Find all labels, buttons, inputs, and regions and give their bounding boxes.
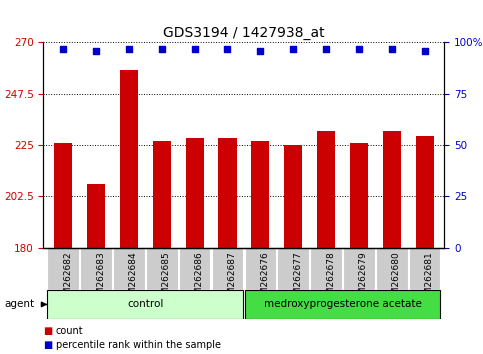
Point [158,46,166,51]
Point [125,46,133,51]
Text: GSM262678: GSM262678 [326,251,335,306]
Bar [54,143,72,248]
Bar [113,248,145,290]
Point [355,46,363,51]
Text: agent: agent [5,299,35,309]
Text: ■: ■ [43,340,53,350]
Text: count: count [56,326,83,336]
Bar [146,248,178,290]
Text: GSM262683: GSM262683 [96,251,105,306]
Text: GSM262677: GSM262677 [293,251,302,306]
Bar [212,248,243,290]
Text: GSM262679: GSM262679 [359,251,368,306]
Text: medroxyprogesterone acetate: medroxyprogesterone acetate [264,299,422,309]
Text: ■: ■ [43,326,53,336]
Bar [244,290,440,319]
Text: GSM262684: GSM262684 [129,251,138,306]
Point [322,46,330,51]
Text: control: control [127,299,164,309]
Bar [80,248,112,290]
Text: percentile rank within the sample: percentile rank within the sample [56,340,221,350]
Bar [383,131,401,248]
Bar [415,136,434,248]
Bar [87,184,105,248]
Bar [47,248,79,290]
Bar [244,248,276,290]
Bar [350,143,368,248]
Title: GDS3194 / 1427938_at: GDS3194 / 1427938_at [163,26,325,40]
Text: GSM262681: GSM262681 [425,251,434,306]
Bar [185,138,204,248]
Point [224,46,231,51]
Point [191,46,199,51]
Bar [218,138,237,248]
Bar [409,248,440,290]
Bar [284,145,302,248]
Text: GSM262685: GSM262685 [162,251,171,306]
Point [92,48,100,53]
Text: GSM262686: GSM262686 [195,251,204,306]
Point [289,46,297,51]
Point [388,46,396,51]
Bar [310,248,342,290]
Text: GSM262682: GSM262682 [63,251,72,306]
Bar [179,248,211,290]
Bar [153,141,171,248]
Bar [120,70,138,248]
Bar [47,290,243,319]
Point [256,48,264,53]
Text: GSM262687: GSM262687 [227,251,237,306]
Bar [376,248,408,290]
Bar [277,248,309,290]
Point [59,46,67,51]
Bar [251,141,270,248]
Text: GSM262680: GSM262680 [392,251,401,306]
Bar [343,248,375,290]
Text: GSM262676: GSM262676 [260,251,270,306]
Bar [317,131,335,248]
Point [421,48,428,53]
